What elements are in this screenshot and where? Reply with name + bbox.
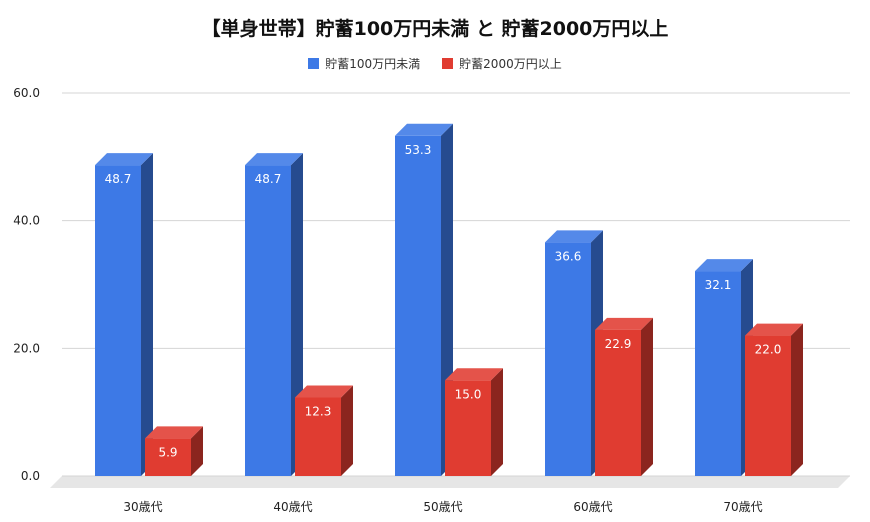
chart-title: 【単身世帯】貯蓄100万円未満 と 貯蓄2000万円以上 — [201, 18, 669, 40]
bar-0-1-top — [245, 153, 303, 166]
data-label-1-2: 15.0 — [455, 387, 482, 401]
legend-item-under-1m: 貯蓄100万円未満 — [308, 55, 420, 72]
bar-1-1-side — [341, 385, 353, 476]
bar-1-2-side — [491, 368, 503, 476]
bar-1-4-side — [791, 323, 803, 476]
bar-0-1-front — [245, 165, 291, 477]
bar-0-4-front — [695, 271, 741, 476]
bar-1-0-top — [145, 426, 203, 439]
bar-1-3-front — [595, 329, 641, 476]
bar-0-2-front — [395, 135, 441, 477]
bar-1-0-front — [145, 438, 191, 476]
bar-1-3-side — [641, 317, 653, 476]
y-tick-label-3: 60.0 — [13, 86, 40, 100]
legend-swatch-blue — [308, 58, 320, 69]
legend: 貯蓄100万円未満 貯蓄2000万円以上 — [0, 55, 870, 72]
legend-label-over-20m: 貯蓄2000万円以上 — [459, 57, 562, 71]
data-label-0-3: 36.6 — [555, 249, 582, 263]
bar-1-2-top — [445, 368, 503, 381]
data-label-0-1: 48.7 — [255, 172, 282, 186]
data-label-1-4: 22.0 — [755, 343, 782, 357]
y-tick-label-2: 40.0 — [13, 214, 40, 228]
bar-0-2-top — [395, 123, 453, 136]
y-tick-label-0: 0.0 — [21, 469, 40, 483]
legend-item-over-20m: 貯蓄2000万円以上 — [442, 55, 562, 72]
bar-0-3-front — [545, 242, 591, 476]
bar-1-1-top — [295, 385, 353, 398]
legend-label-under-1m: 貯蓄100万円未満 — [325, 57, 421, 71]
bar-1-4-top — [745, 323, 803, 336]
x-tick-label-1: 40歳代 — [273, 500, 312, 514]
x-tick-label-4: 70歳代 — [723, 500, 762, 514]
bar-0-3-top — [545, 230, 603, 243]
bar-1-1-front — [295, 397, 341, 476]
x-tick-label-3: 60歳代 — [573, 500, 612, 514]
y-tick-label-1: 20.0 — [13, 341, 40, 355]
bar-0-0-top — [95, 153, 153, 166]
bar-0-4-top — [695, 259, 753, 272]
bar-1-2-front — [445, 380, 491, 476]
data-label-0-4: 32.1 — [705, 278, 732, 292]
chart-floor — [50, 476, 850, 488]
x-tick-label-0: 30歳代 — [123, 500, 162, 514]
x-tick-label-2: 50歳代 — [423, 500, 462, 514]
data-label-0-0: 48.7 — [105, 172, 132, 186]
data-label-1-3: 22.9 — [605, 337, 632, 351]
legend-swatch-red — [442, 58, 454, 69]
bar-0-0-front — [95, 165, 141, 477]
data-label-1-0: 5.9 — [158, 445, 177, 459]
bar-1-3-top — [595, 317, 653, 330]
bar-1-0-side — [191, 426, 203, 476]
bar-0-0-side — [141, 153, 153, 477]
data-label-0-2: 53.3 — [405, 143, 432, 157]
bar-1-4-front — [745, 335, 791, 476]
data-label-1-1: 12.3 — [305, 404, 332, 418]
